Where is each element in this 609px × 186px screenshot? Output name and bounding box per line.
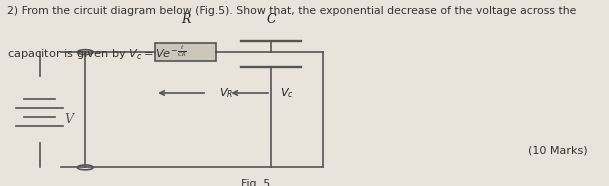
Text: Fig. 5: Fig. 5 (241, 179, 270, 186)
Text: V: V (64, 113, 73, 126)
Text: R: R (181, 13, 191, 26)
Text: $V_R$: $V_R$ (219, 86, 233, 100)
Text: C: C (266, 13, 276, 26)
Text: 2) From the circuit diagram below (Fig.5). Show that, the exponential decrease o: 2) From the circuit diagram below (Fig.5… (7, 6, 577, 16)
Text: capacitor is given by $V_c = Ve^{-\frac{t}{CR}}$: capacitor is given by $V_c = Ve^{-\frac{… (7, 45, 187, 62)
Text: (10 Marks): (10 Marks) (528, 145, 588, 155)
Text: $V_c$: $V_c$ (280, 86, 294, 100)
Bar (155, 43, 216, 61)
